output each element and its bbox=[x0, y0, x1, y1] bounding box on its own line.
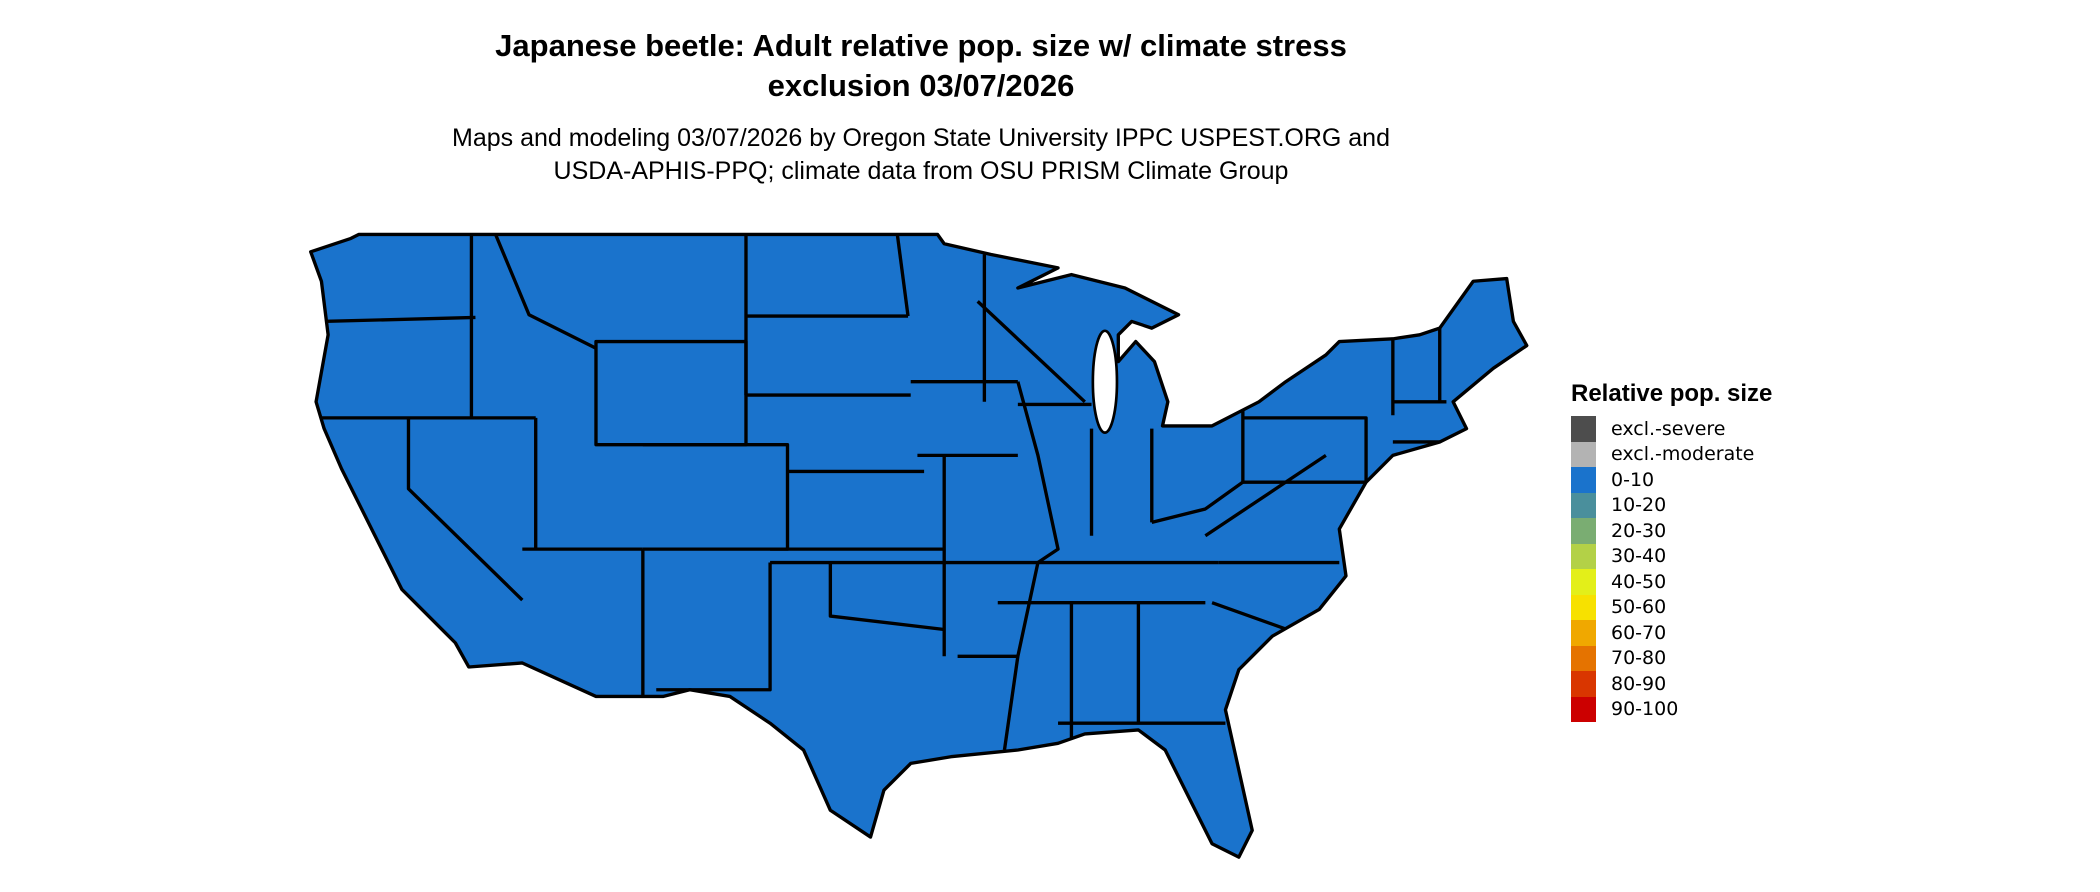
legend-item: 50-60 bbox=[1571, 594, 1772, 620]
legend-item: 10-20 bbox=[1571, 492, 1772, 518]
legend-swatch bbox=[1571, 441, 1596, 467]
map-subtitle-line1: Maps and modeling 03/07/2026 by Oregon S… bbox=[452, 124, 1390, 152]
state-border bbox=[1204, 453, 1327, 538]
legend-item: excl.-severe bbox=[1571, 416, 1772, 442]
legend-label: 30-40 bbox=[1611, 545, 1667, 568]
legend-label: excl.-moderate bbox=[1611, 443, 1755, 466]
legend-swatch bbox=[1571, 416, 1596, 442]
legend-swatch bbox=[1571, 492, 1596, 518]
legend-label: 50-60 bbox=[1611, 596, 1667, 619]
map-title-line1: Japanese beetle: Adult relative pop. siz… bbox=[495, 28, 1347, 63]
legend-swatch bbox=[1571, 671, 1596, 697]
legend-swatch bbox=[1571, 467, 1596, 493]
legend-label: 80-90 bbox=[1611, 672, 1667, 695]
legend-item: 20-30 bbox=[1571, 518, 1772, 544]
legend: Relative pop. size excl.-severe excl.-mod… bbox=[1571, 380, 1772, 722]
legend-swatch bbox=[1571, 645, 1596, 671]
lake-michigan bbox=[1091, 329, 1119, 434]
legend-item: 30-40 bbox=[1571, 543, 1772, 569]
map-subtitle-line2: USDA-APHIS-PPQ; climate data from OSU PR… bbox=[553, 157, 1289, 185]
legend-label: 70-80 bbox=[1611, 647, 1667, 670]
legend-label: 60-70 bbox=[1611, 621, 1667, 644]
legend-title: Relative pop. size bbox=[1571, 380, 1773, 407]
legend-item: 70-80 bbox=[1571, 645, 1772, 671]
state-border bbox=[656, 562, 772, 692]
state-border bbox=[1242, 416, 1368, 484]
map-title-line2: exclusion 03/07/2026 bbox=[767, 68, 1075, 103]
legend-label: 20-30 bbox=[1611, 519, 1667, 542]
contiguous-us-landmass bbox=[309, 232, 1529, 859]
legend-item: 80-90 bbox=[1571, 671, 1772, 697]
state-border bbox=[642, 442, 790, 551]
state-border bbox=[976, 300, 1086, 404]
legend-label: 0-10 bbox=[1611, 468, 1655, 491]
state-border bbox=[493, 234, 597, 350]
state-border bbox=[321, 315, 476, 324]
legend-swatch bbox=[1571, 518, 1596, 544]
legend-item: 40-50 bbox=[1571, 569, 1772, 595]
legend-swatch bbox=[1571, 543, 1596, 569]
legend-swatch bbox=[1571, 620, 1596, 646]
state-border bbox=[1151, 480, 1244, 524]
legend-swatch bbox=[1571, 696, 1596, 722]
legend-item: excl.-moderate bbox=[1571, 441, 1772, 467]
legend-item: 0-10 bbox=[1571, 467, 1772, 493]
legend-label: 10-20 bbox=[1611, 494, 1667, 517]
legend-label: excl.-severe bbox=[1611, 417, 1726, 440]
state-border bbox=[895, 234, 910, 317]
state-border bbox=[406, 417, 524, 602]
legend-swatch bbox=[1571, 594, 1596, 620]
legend-label: 40-50 bbox=[1611, 570, 1667, 593]
state-border bbox=[828, 562, 945, 632]
legend-item: 90-100 bbox=[1571, 696, 1772, 722]
legend-item: 60-70 bbox=[1571, 620, 1772, 646]
legend-label: 90-100 bbox=[1611, 698, 1679, 721]
legend-swatch bbox=[1571, 569, 1596, 595]
state-border bbox=[1002, 381, 1060, 751]
